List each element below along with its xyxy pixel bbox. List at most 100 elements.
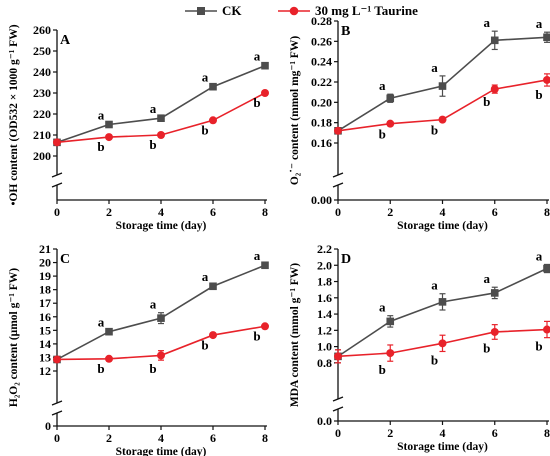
significance-label: b xyxy=(97,361,104,376)
y-tick-label: 21 xyxy=(39,242,51,256)
x-tick-label: 4 xyxy=(440,426,446,440)
x-tick-label: 2 xyxy=(387,426,393,440)
y-tick-label: 16 xyxy=(39,310,51,324)
x-tick-label: 0 xyxy=(54,205,60,219)
x-axis-label: Storage time (day) xyxy=(116,446,207,456)
y-tick-label: 0.26 xyxy=(311,34,332,48)
data-point-ck xyxy=(157,314,165,322)
significance-label: b xyxy=(149,361,156,376)
x-tick-label: 8 xyxy=(262,205,268,219)
data-point-ck xyxy=(386,317,395,326)
axis-break-mark xyxy=(332,182,344,188)
y-tick-label: 19 xyxy=(39,269,51,283)
data-point-ck xyxy=(490,36,499,45)
significance-label: b xyxy=(149,137,156,152)
data-point-ck xyxy=(209,82,217,91)
y-tick-label: 0.18 xyxy=(311,116,332,130)
y-tick-label: 13 xyxy=(39,350,51,364)
significance-label: b xyxy=(431,123,438,138)
x-axis-label: Storage time (day) xyxy=(116,220,207,232)
significance-label: a xyxy=(150,101,157,116)
panel-a: 200 210 220 230 240 250 260 0 2 4 6 8 Storage time (… xyxy=(8,23,269,232)
data-point-ck xyxy=(157,114,165,122)
data-point-taurine xyxy=(209,331,217,340)
y-tick-label: 0.28 xyxy=(311,14,332,28)
y-axis-label: MDA content (mmol g⁻¹ FW) xyxy=(289,263,301,407)
y-tick-label: 1.8 xyxy=(317,275,332,289)
panel-letter: D xyxy=(341,252,351,267)
data-point-taurine xyxy=(438,339,447,348)
data-point-taurine xyxy=(386,119,395,128)
y-tick-label: 0.8 xyxy=(317,356,332,370)
y-tick-label: 0.00 xyxy=(311,193,332,207)
y-tick-label: 20 xyxy=(39,256,51,270)
data-point-taurine xyxy=(105,133,113,142)
data-point-taurine xyxy=(490,85,499,94)
data-point-taurine xyxy=(386,349,395,358)
significance-label: a xyxy=(536,16,543,31)
axis-break-mark xyxy=(332,172,344,178)
panel-letter: A xyxy=(60,33,71,48)
data-point-ck xyxy=(386,94,395,103)
data-point-ck xyxy=(105,120,113,129)
x-tick-label: 8 xyxy=(544,205,550,219)
data-point-ck xyxy=(543,33,550,42)
axis-break-mark xyxy=(51,182,63,188)
y-tick-label: 0.0 xyxy=(317,414,332,428)
y-tick-label: 18 xyxy=(39,283,51,297)
y-tick-label: 2.0 xyxy=(317,258,332,272)
significance-label: b xyxy=(253,329,260,344)
y-tick-label: 0.24 xyxy=(311,55,332,69)
y-tick-label: 230 xyxy=(33,86,51,100)
x-axis-label: Storage time (day) xyxy=(397,441,488,453)
legend-taurine-label: 30 mg L⁻¹ Taurine xyxy=(315,3,418,18)
y-tick-label: 12 xyxy=(39,364,51,378)
significance-label: a xyxy=(379,78,386,93)
data-point-taurine xyxy=(543,75,550,84)
significance-label: b xyxy=(379,127,386,142)
x-tick-label: 6 xyxy=(210,205,216,219)
data-point-taurine xyxy=(105,354,113,363)
panel-b: 0.16 0.18 0.20 0.22 0.24 0.26 0.28 0.000 2 4 6 8 Sto… xyxy=(289,14,550,232)
data-point-taurine xyxy=(261,89,269,97)
x-tick-label: 2 xyxy=(106,431,112,445)
data-point-taurine xyxy=(53,138,61,147)
y-tick-label: 250 xyxy=(33,44,51,58)
axis-break-mark xyxy=(51,400,63,406)
x-tick-label: 0 xyxy=(335,426,341,440)
x-axis-label: Storage time (day) xyxy=(397,220,488,232)
data-point-taurine xyxy=(261,322,269,331)
x-tick-label: 2 xyxy=(387,205,393,219)
y-tick-label: 0 xyxy=(45,419,51,433)
y-tick-label: 1.2 xyxy=(317,323,332,337)
data-point-taurine xyxy=(157,351,165,360)
axis-break-mark xyxy=(51,410,63,416)
x-tick-label: 4 xyxy=(158,431,164,445)
x-tick-label: 4 xyxy=(440,205,446,219)
data-point-taurine xyxy=(53,355,61,364)
y-tick-label: 17 xyxy=(39,296,51,310)
data-point-taurine xyxy=(209,116,217,125)
y-tick-label: 210 xyxy=(33,128,51,142)
significance-label: a xyxy=(98,107,105,122)
significance-label: b xyxy=(535,339,542,354)
significance-label: b xyxy=(535,87,542,102)
panel-letter: B xyxy=(341,24,350,39)
series-line-ck xyxy=(56,64,266,144)
significance-label: b xyxy=(483,94,490,109)
y-tick-label: 15 xyxy=(39,323,51,337)
significance-label: b xyxy=(379,362,386,377)
x-tick-label: 6 xyxy=(492,426,498,440)
axis-break-mark xyxy=(51,172,63,178)
significance-label: a xyxy=(431,60,438,75)
y-tick-label: 1.6 xyxy=(317,291,332,305)
axis-break-mark xyxy=(332,396,344,402)
significance-label: b xyxy=(431,352,438,367)
significance-label: b xyxy=(483,340,490,355)
y-axis-label: O₂˙⁻ content (mmol mg⁻¹ FW) xyxy=(289,36,301,186)
significance-label: b xyxy=(201,337,208,352)
x-tick-label: 0 xyxy=(335,205,341,219)
x-tick-label: 8 xyxy=(544,426,550,440)
